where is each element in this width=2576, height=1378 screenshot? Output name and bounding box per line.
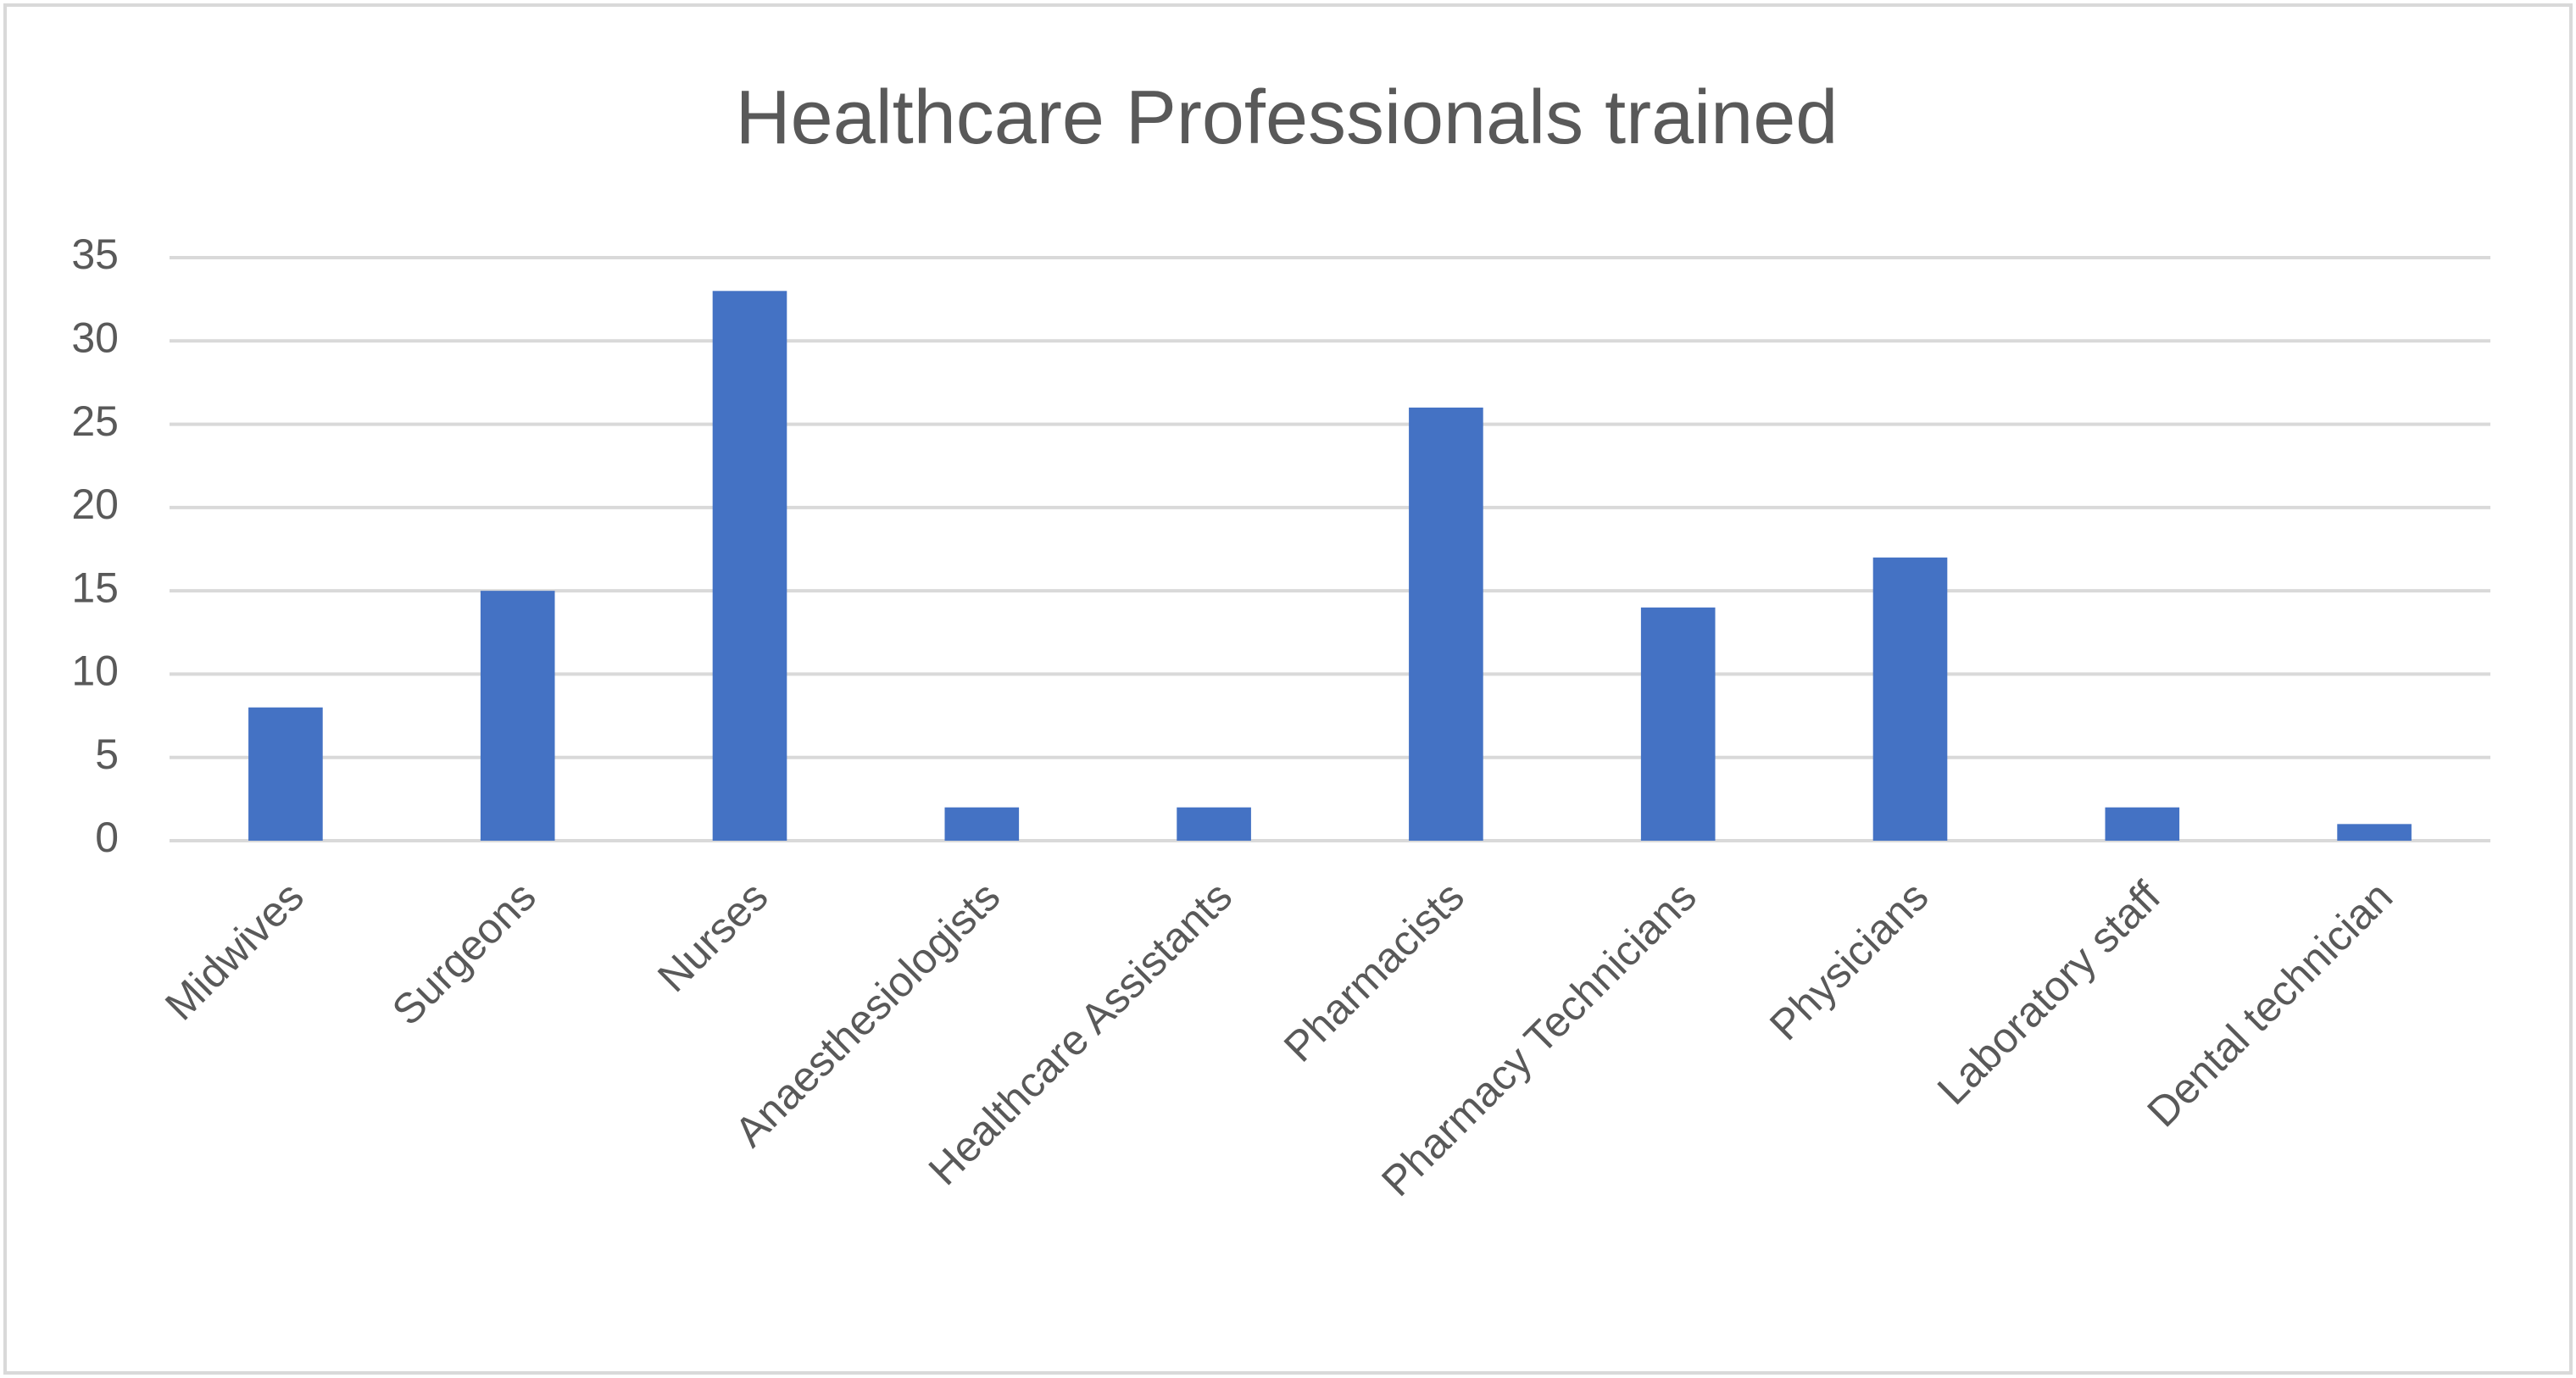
y-tick-label: 35 <box>71 231 119 278</box>
y-tick-label: 30 <box>71 314 119 361</box>
bar <box>712 291 787 841</box>
bar <box>2105 807 2180 841</box>
bar <box>1640 607 1716 841</box>
bar <box>944 807 1020 841</box>
y-tick-label: 0 <box>95 814 119 861</box>
y-tick-label: 15 <box>71 564 119 611</box>
y-tick-label: 5 <box>95 731 119 778</box>
bar <box>1177 807 1251 841</box>
chart-frame <box>3 3 2573 1375</box>
bar <box>248 707 323 841</box>
bar <box>2337 824 2412 841</box>
y-tick-label: 25 <box>71 397 119 445</box>
bar <box>1872 557 1948 841</box>
bar <box>480 591 555 841</box>
y-tick-label: 20 <box>71 481 119 528</box>
bar <box>1409 407 1483 841</box>
y-tick-label: 10 <box>71 647 119 695</box>
chart-title: Healthcare Professionals trained <box>736 75 1839 160</box>
